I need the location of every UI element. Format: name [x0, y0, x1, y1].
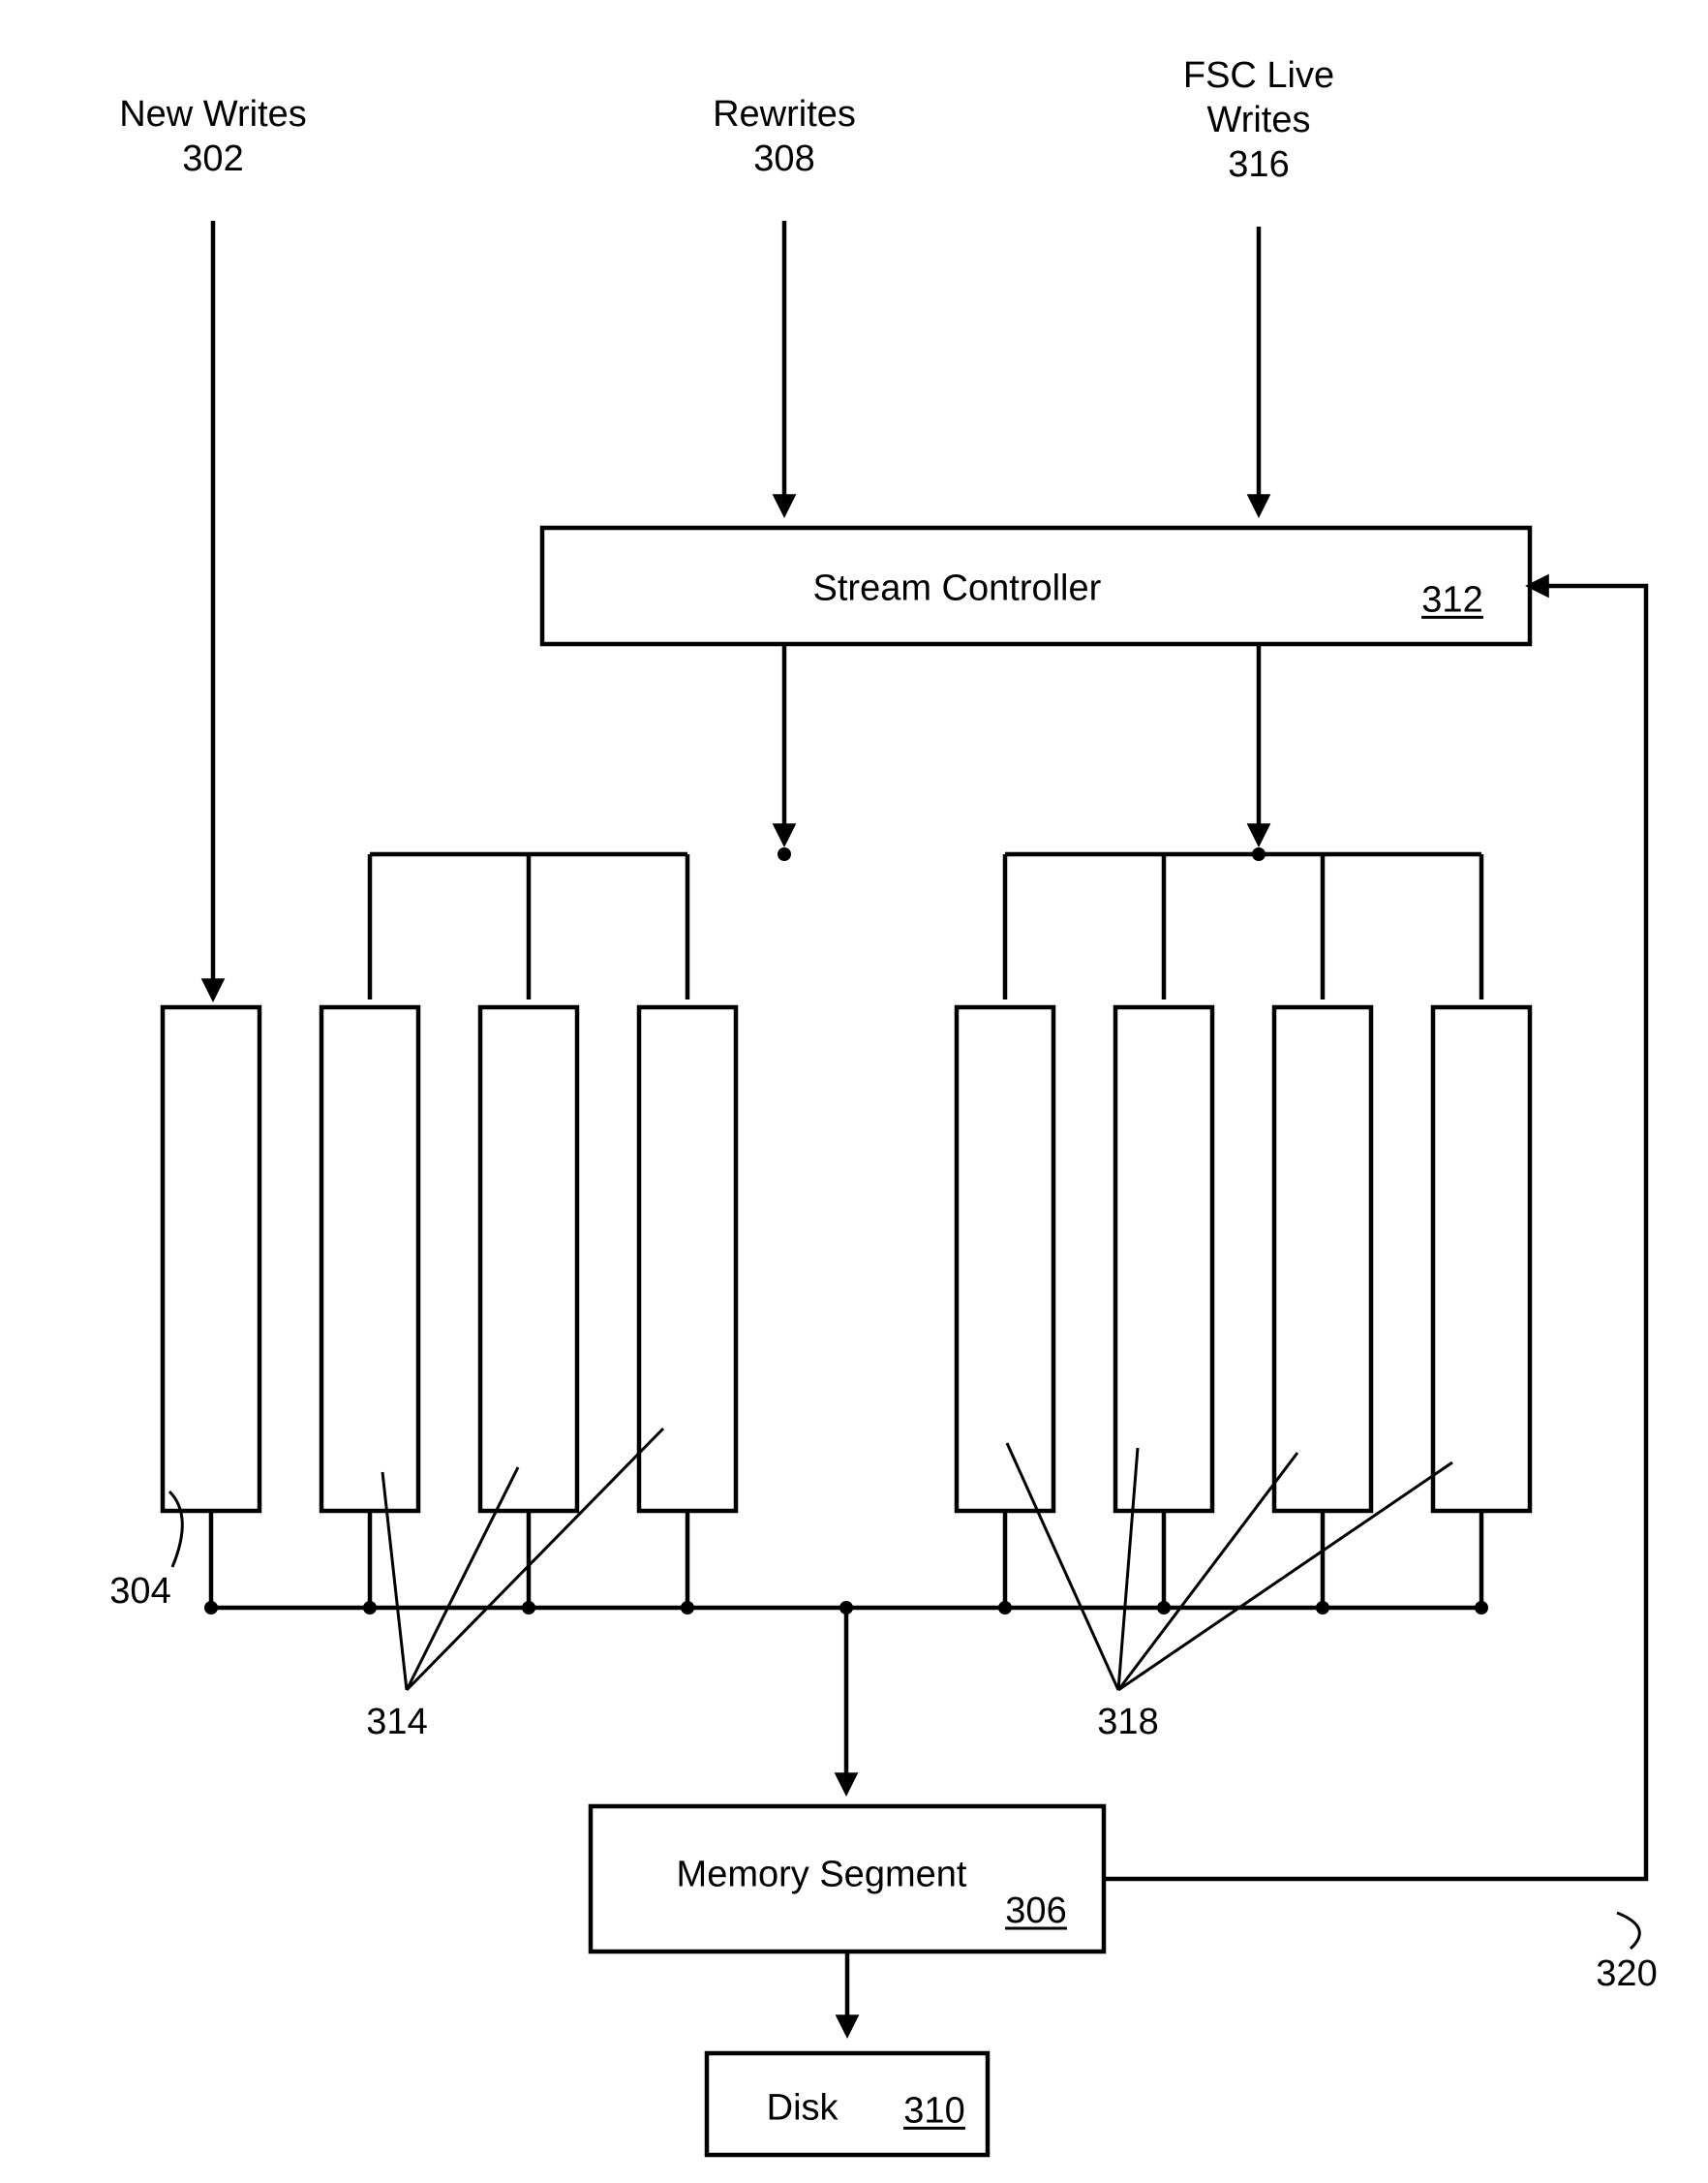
label-fsc-live-writes: FSC Live	[1183, 55, 1334, 96]
memory-segment-ref: 306	[1005, 1891, 1066, 1931]
disk-label: Disk	[767, 2087, 839, 2128]
feedback-ref: 320	[1596, 1953, 1657, 1994]
ref-318: 318	[1097, 1702, 1158, 1742]
stream-controller-label: Stream Controller	[813, 568, 1102, 608]
label-new-writes: 302	[182, 138, 243, 179]
stream-controller-ref: 312	[1421, 579, 1482, 620]
label-new-writes: New Writes	[119, 94, 307, 135]
disk-ref: 310	[903, 2090, 964, 2131]
memory-segment-label: Memory Segment	[677, 1855, 967, 1895]
ref-304: 304	[109, 1571, 170, 1612]
label-rewrites: 308	[753, 138, 814, 179]
label-rewrites: Rewrites	[713, 94, 856, 135]
label-fsc-live-writes: Writes	[1207, 100, 1311, 140]
label-fsc-live-writes: 316	[1228, 144, 1289, 185]
ref-314: 314	[366, 1702, 427, 1742]
